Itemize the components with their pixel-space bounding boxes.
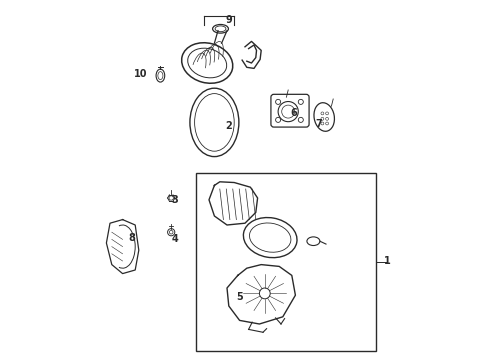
Text: 8: 8: [128, 233, 135, 243]
Text: 3: 3: [172, 195, 178, 205]
Text: 5: 5: [236, 292, 243, 302]
Text: 7: 7: [316, 119, 322, 129]
Bar: [196, 173, 376, 351]
Text: 4: 4: [172, 234, 178, 244]
Text: 6: 6: [290, 108, 297, 118]
Text: 1: 1: [384, 256, 391, 266]
Text: 10: 10: [134, 69, 147, 79]
Text: 2: 2: [225, 121, 232, 131]
Text: 9: 9: [225, 15, 232, 25]
